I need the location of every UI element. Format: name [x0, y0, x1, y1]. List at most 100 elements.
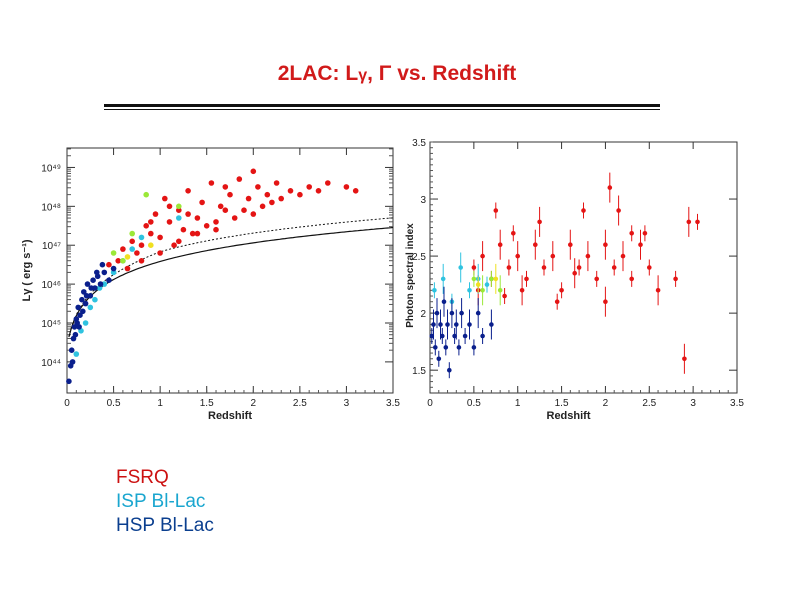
title-underline-thin	[104, 109, 660, 110]
right-x-tick-label: 1	[515, 398, 521, 409]
left-point-fsrq	[343, 184, 350, 190]
left-point-fsrq	[143, 223, 149, 229]
right-x-tick-label: 0.5	[467, 398, 481, 409]
right-point-hsp-bl-lac	[434, 310, 440, 316]
left-y-tick-label: 10⁴⁷	[42, 241, 61, 252]
left-detection-limit-dotted	[68, 217, 394, 337]
right-point-fsrq	[607, 185, 613, 190]
right-x-tick-label: 1.5	[555, 398, 569, 409]
right-point-fsrq	[471, 265, 477, 270]
left-point-fsrq	[213, 226, 219, 233]
left-point-lsp	[110, 250, 117, 256]
right-point-fsrq	[629, 231, 634, 236]
legend-fsrq: FSRQ	[116, 467, 169, 488]
left-point-lsp	[143, 191, 149, 198]
left-point-fsrq	[278, 195, 285, 202]
right-point-fsrq	[620, 253, 626, 259]
left-point-hsp-bl-lac	[72, 331, 79, 338]
right-point-fsrq	[572, 270, 577, 276]
left-point-hsp-bl-lac	[110, 265, 117, 272]
right-point-isp-bl-lac	[467, 288, 472, 293]
left-point-isp-bl-lac	[96, 285, 103, 291]
right-point-hsp-bl-lac	[475, 310, 481, 316]
right-y-tick-label: 2	[420, 309, 426, 320]
left-point-fsrq	[352, 188, 359, 194]
right-point-hsp-bl-lac	[449, 310, 455, 316]
left-point-fsrq	[180, 226, 187, 233]
right-point-fsrq	[559, 288, 564, 293]
right-point-hsp-bl-lac	[489, 322, 494, 327]
left-point-fsrq	[287, 188, 294, 194]
right-plot-frame	[429, 141, 738, 394]
right-point-fsrq	[673, 276, 678, 282]
right-point-fsrq	[554, 299, 560, 305]
right-point-fsrq	[524, 276, 529, 282]
left-detection-limit-solid	[68, 226, 394, 338]
legend-hsp-bllac: HSP Bl-Lac	[116, 515, 214, 536]
legend: FSRQ ISP Bl-Lac HSP Bl-Lac	[116, 466, 214, 538]
right-x-tick-label: 0	[427, 398, 433, 409]
left-point-fsrq	[171, 242, 177, 248]
right-point-lsp	[497, 288, 503, 293]
right-point-hsp-bl-lac	[462, 333, 468, 339]
right-x-axis-label: Redshift	[547, 410, 591, 422]
right-point-fsrq	[515, 253, 520, 259]
left-point-fsrq	[185, 188, 191, 194]
left-point-lsp	[120, 258, 126, 264]
left-point-fsrq	[306, 184, 313, 190]
left-point-hsp-bl-lac	[94, 269, 100, 276]
left-point-fsrq	[315, 188, 322, 194]
left-point-fsrq	[162, 195, 168, 202]
left-x-tick-label: 3	[344, 398, 350, 409]
left-point-isp-bl-lac	[176, 215, 182, 221]
left-point-fsrq	[152, 211, 159, 217]
left-point-hsp-bl-lac	[77, 312, 83, 319]
right-point-fsrq	[493, 208, 499, 213]
left-point-fsrq	[148, 219, 154, 225]
right-point-fsrq	[695, 219, 700, 225]
right-point-fsrq	[506, 265, 512, 270]
right-point-lsp	[471, 276, 477, 282]
left-point-hsp-bl-lac	[88, 285, 94, 291]
right-point-fsrq	[603, 242, 608, 247]
right-point-hsp-bl-lac	[447, 367, 452, 373]
left-y-tick-label: 10⁴⁹	[41, 163, 61, 174]
left-point-hsp-bl-lac	[84, 281, 91, 287]
left-point-fsrq	[231, 215, 238, 221]
left-y-tick-label: 10⁴⁸	[41, 202, 61, 213]
right-point-lsp	[489, 276, 494, 282]
left-point-fsrq	[241, 207, 247, 213]
right-x-tick-label: 3	[690, 398, 696, 409]
left-point-fsrq	[115, 258, 121, 264]
left-plot-frame	[66, 147, 394, 394]
right-point-fsrq	[550, 253, 556, 259]
right-point-hsp-bl-lac	[429, 333, 435, 339]
left-point-fsrq	[250, 168, 257, 175]
right-y-tick-label: 1.5	[412, 366, 426, 377]
left-point-fsrq	[157, 234, 163, 241]
left-point-hsp-bl-lac	[75, 304, 81, 311]
right-point-isp-bl-lac	[475, 276, 481, 282]
left-point-fsrq	[259, 203, 266, 210]
left-point-fsrq	[273, 180, 280, 186]
right-point-fsrq	[647, 265, 652, 270]
left-point-fsrq	[297, 191, 303, 198]
left-point-fsrq	[106, 261, 112, 268]
right-point-fsrq	[480, 253, 485, 259]
left-point-hsp-bl-lac	[76, 324, 82, 330]
left-point-isp-bl-lac	[92, 296, 98, 303]
left-point-fsrq	[166, 219, 173, 225]
right-point-fsrq	[603, 299, 608, 305]
right-point-isp-bl-lac	[440, 276, 446, 282]
right-point-fsrq	[537, 219, 542, 225]
left-point-hsp-bl-lac	[71, 324, 78, 330]
left-point-hsp-bl-lac	[90, 277, 96, 284]
left-y-tick-label: 10⁴⁵	[41, 319, 61, 330]
left-point-fsrq	[236, 176, 243, 182]
right-point-fsrq	[616, 208, 621, 213]
right-point-fsrq	[682, 356, 687, 362]
right-x-tick-label: 2	[603, 398, 609, 409]
right-point-fsrq	[497, 242, 503, 247]
left-point-hsp-bl-lac	[83, 293, 90, 299]
left-point-isp-bl-lac	[87, 304, 94, 311]
